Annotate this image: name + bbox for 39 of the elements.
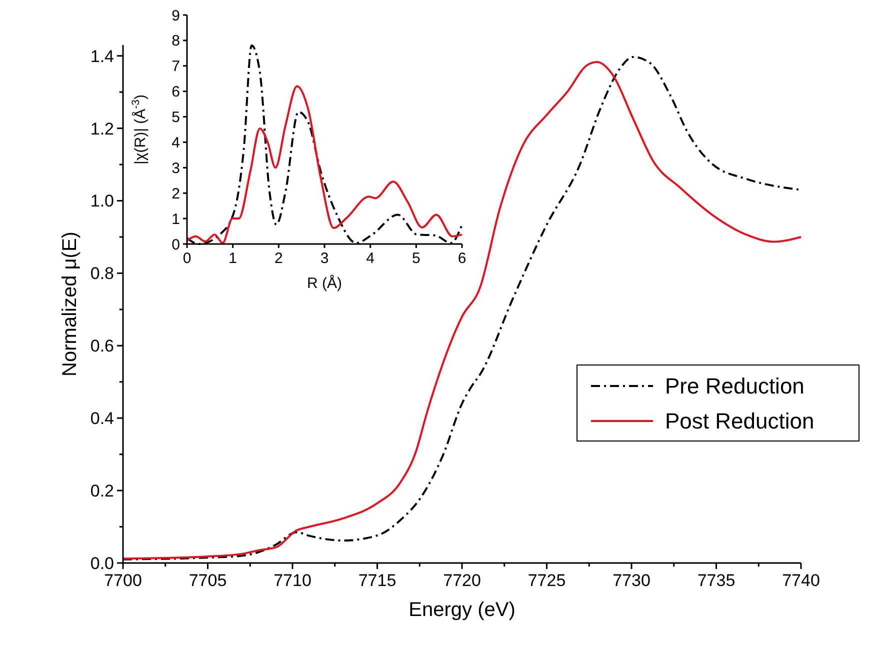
x-axis-title: R (Å) [307,274,342,292]
y-tick-label: 0.0 [90,554,114,573]
y-tick-label: 5 [172,109,180,126]
x-tick-label: 6 [458,250,466,267]
x-tick-label: 5 [412,250,420,267]
y-tick-label: 2 [172,185,180,202]
x-axis-title: Energy (eV) [408,599,516,621]
x-tick-label: 7715 [358,571,396,590]
x-tick-label: 7720 [443,571,481,590]
x-tick-label: 7725 [528,571,566,590]
y-tick-label: 0.4 [90,409,114,428]
x-tick-label: 4 [366,250,375,267]
x-tick-label: 7740 [782,571,820,590]
y-tick-label: 1.0 [90,192,114,211]
y-tick-label: 6 [172,84,180,101]
x-tick-label: 3 [320,250,329,267]
y-axis-title: Normalized μ(E) [58,232,81,376]
y-tick-label: 1 [172,210,180,228]
y-tick-label: 0.8 [90,264,114,284]
y-tick-label: 4 [172,134,180,152]
y-tick-label: 0.2 [90,482,114,500]
x-tick-label: 7705 [188,571,227,590]
x-tick-label: 1 [228,250,238,267]
y-tick-label: 1.2 [90,119,114,138]
x-tick-label: 7735 [697,571,736,590]
y-tick-label: 0.6 [90,336,114,356]
y-tick-label: 3 [172,160,180,177]
x-tick-label: 0 [182,250,192,267]
y-tick-label: 9 [172,7,180,24]
legend-label: Post Reduction [665,408,814,434]
y-tick-label: 8 [172,32,180,50]
legend-label: Pre Reduction [665,374,804,399]
y-tick-label: 7 [172,58,180,76]
x-tick-label: 7710 [274,571,312,590]
y-tick-label: 0 [172,236,180,254]
x-tick-label: 7730 [612,571,650,590]
y-tick-label: 1.4 [90,46,114,66]
x-tick-label: 7700 [104,571,142,590]
x-tick-label: 2 [274,250,283,267]
